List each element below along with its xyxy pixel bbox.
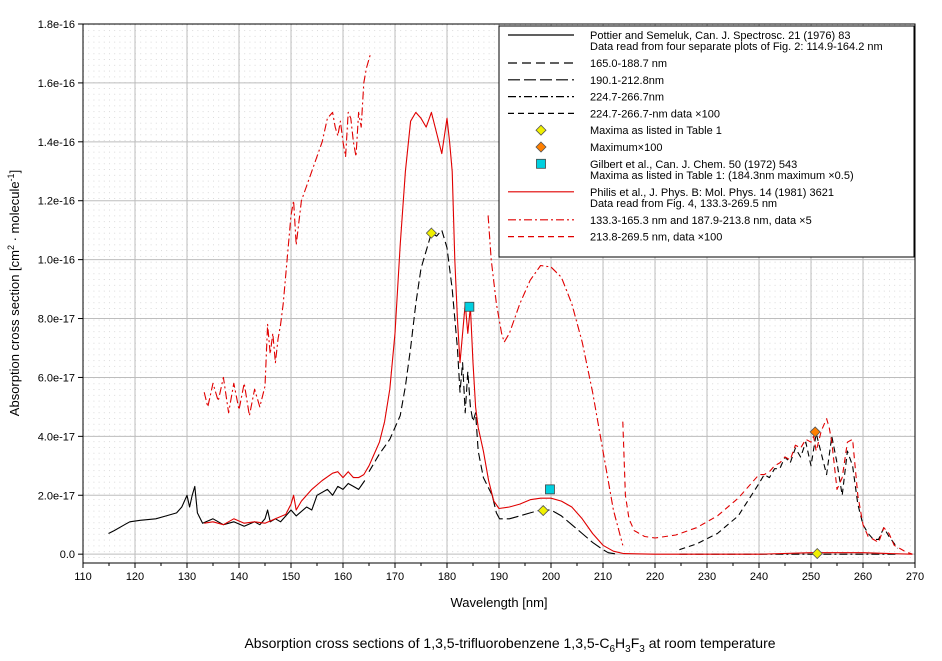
series-line xyxy=(108,480,366,534)
y-axis-ticks: 0.0 2.0e-17 4.0e-17 6.0e-17 8.0e-17 1.0e-16 1.… xyxy=(38,19,83,561)
diamond-marker xyxy=(535,141,547,153)
y-tick-label: 4.0e-17 xyxy=(38,431,75,443)
y-tick-label: 1.2e-16 xyxy=(38,196,75,208)
legend-label: 190.1-212.8nm xyxy=(590,75,664,87)
x-tick-label: 230 xyxy=(698,571,716,583)
x-tick-label: 240 xyxy=(750,571,768,583)
y-tick-label: 1.4e-16 xyxy=(38,137,75,149)
legend-label: Gilbert et al., Can. J. Chem. 50 (1972) … xyxy=(590,159,797,171)
legend-label: Data read from Fig. 4, 133.3-269.5 nm xyxy=(590,198,777,210)
y-tick-label: 2.0e-17 xyxy=(38,490,75,502)
legend: Pottier and Semeluk, Can. J. Spectrosc. … xyxy=(498,25,915,258)
series-line xyxy=(203,53,372,417)
series-line xyxy=(487,215,624,546)
x-tick-label: 160 xyxy=(334,571,352,583)
legend-label: Maximum×100 xyxy=(590,142,662,154)
square-marker xyxy=(545,484,555,495)
legend-label: 224.7-266.7-nm data ×100 xyxy=(590,108,720,120)
square-marker xyxy=(536,158,546,169)
series-layer xyxy=(108,53,913,555)
legend-label: Maxima as listed in Table 1 xyxy=(590,125,722,137)
x-axis-ticks: 110 120 130 140 150 160 170 180 190 200 210 220 230 2… xyxy=(74,563,924,583)
y-tick-label: 1.0e-16 xyxy=(38,255,75,267)
y-tick-label: 1.6e-16 xyxy=(38,78,75,90)
y-axis-title: Absorption cross section [cm2 · molecule… xyxy=(6,170,22,416)
x-axis-title: Wavelength [nm] xyxy=(450,595,547,610)
diamond-marker xyxy=(537,505,549,517)
x-tick-label: 150 xyxy=(282,571,300,583)
marker-layer xyxy=(425,227,823,560)
y-tick-label: 1.8e-16 xyxy=(38,19,75,31)
series-line xyxy=(622,418,913,555)
x-tick-label: 170 xyxy=(386,571,404,583)
diamond-marker xyxy=(809,426,821,438)
x-tick-label: 200 xyxy=(542,571,560,583)
legend-label: 224.7-266.7nm xyxy=(590,92,664,104)
diamond-marker xyxy=(425,227,437,239)
y-tick-label: 0.0 xyxy=(60,549,75,561)
x-tick-label: 120 xyxy=(126,571,144,583)
x-tick-label: 110 xyxy=(74,571,92,583)
x-tick-label: 140 xyxy=(230,571,248,583)
series-line xyxy=(204,111,913,555)
series-line xyxy=(368,229,493,496)
y-tick-label: 6.0e-17 xyxy=(38,372,75,384)
legend-label: Philis et al., J. Phys. B: Mol. Phys. 14… xyxy=(590,187,834,199)
x-tick-label: 270 xyxy=(906,571,924,583)
x-tick-label: 190 xyxy=(490,571,508,583)
x-tick-label: 250 xyxy=(802,571,820,583)
legend-box xyxy=(498,25,915,258)
x-tick-label: 210 xyxy=(594,571,612,583)
y-tick-label: 8.0e-17 xyxy=(38,314,75,326)
legend-label: Pottier and Semeluk, Can. J. Spectrosc. … xyxy=(590,30,850,42)
legend-label: Maxima as listed in Table 1: (184.3nm ma… xyxy=(590,170,854,182)
legend-label: 133.3-165.3 nm and 187.9-213.8 nm, data … xyxy=(590,215,812,227)
legend-label: 213.8-269.5 nm, data ×100 xyxy=(590,232,722,244)
diamond-marker xyxy=(811,548,823,560)
legend-label: 165.0-188.7 nm xyxy=(590,58,667,70)
x-tick-label: 260 xyxy=(854,571,872,583)
x-tick-label: 220 xyxy=(646,571,664,583)
diamond-marker xyxy=(535,124,547,136)
chart-caption: Absorption cross sections of 1,3,5-trifl… xyxy=(244,635,775,655)
square-marker xyxy=(464,301,475,312)
series-line xyxy=(491,495,618,555)
x-tick-label: 130 xyxy=(178,571,196,583)
legend-label: Data read from four separate plots of Fi… xyxy=(590,41,883,53)
x-tick-label: 180 xyxy=(438,571,456,583)
